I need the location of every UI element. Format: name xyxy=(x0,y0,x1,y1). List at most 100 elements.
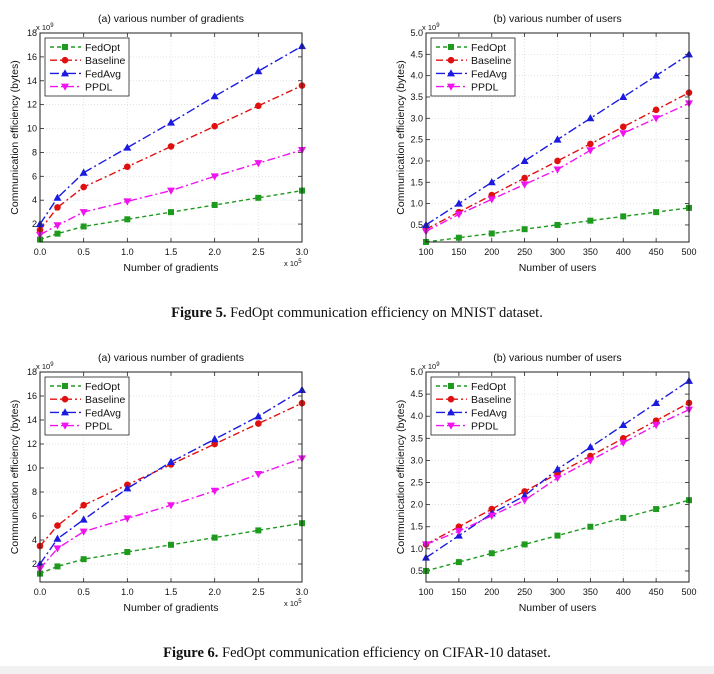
chart-1: 0.0 0.5 1.0 1.5 2.0 2.5 3.0 2 4 6 8 10 12 14 16 18 (a) v… xyxy=(9,13,308,274)
y-exponent-base: x 10 xyxy=(36,362,50,371)
data-point-fedavg xyxy=(123,143,132,151)
legend-label-ppdl: PPDL xyxy=(85,421,113,433)
data-point-fedavg xyxy=(123,484,132,492)
data-point-ppdl xyxy=(167,502,175,510)
legend-label-fedavg: FedAvg xyxy=(85,407,121,419)
data-point-fedavg xyxy=(586,442,595,451)
data-point-fedavg xyxy=(254,67,263,75)
data-point-baseline xyxy=(255,102,262,110)
y-exponent-power: 9 xyxy=(50,23,54,29)
x-tick-label: 0.0 xyxy=(34,247,47,257)
data-point-ppdl xyxy=(210,487,219,495)
x-tick-label: 300 xyxy=(550,587,565,597)
data-point-baseline xyxy=(652,106,660,114)
data-point-fedopt xyxy=(80,223,87,230)
series-line-baseline xyxy=(39,84,303,231)
x-exponent-power: 5 xyxy=(298,259,302,265)
x-tick-label: 1.5 xyxy=(165,247,178,257)
data-point-fedavg xyxy=(652,398,661,406)
y-tick-label: 4.5 xyxy=(410,49,423,59)
series-line-fedavg xyxy=(39,389,303,565)
y-tick-label: 2 xyxy=(32,559,37,569)
y-tick-label: 2 xyxy=(32,219,37,229)
figure-5-label: Figure 5. xyxy=(171,305,227,321)
legend-marker-ppdl xyxy=(61,422,69,430)
data-point-ppdl xyxy=(553,475,562,483)
x-tick-label: 0.5 xyxy=(77,247,90,257)
data-point-fedavg xyxy=(53,193,62,201)
data-point-fedopt xyxy=(521,226,528,233)
data-point-fedopt xyxy=(455,234,462,241)
data-point-baseline xyxy=(54,204,61,211)
y-tick-label: 1.5 xyxy=(410,177,423,187)
legend-label-baseline: Baseline xyxy=(471,394,511,406)
x-tick-label: 400 xyxy=(616,247,631,257)
data-point-baseline xyxy=(255,420,262,427)
data-point-fedavg xyxy=(167,118,175,126)
data-point-fedavg xyxy=(487,178,496,186)
data-point-ppdl xyxy=(487,196,496,204)
data-point-fedavg xyxy=(210,435,219,443)
x-axis-label: Number of users xyxy=(519,602,597,614)
legend-label-fedopt: FedOpt xyxy=(85,381,120,393)
x-tick-label: 250 xyxy=(517,247,532,257)
series-line-fedavg xyxy=(39,45,303,225)
x-tick-label: 0.5 xyxy=(77,587,90,597)
data-point-baseline xyxy=(521,174,528,182)
series-line-ppdl xyxy=(39,457,303,570)
chart-title: (b) various number of users xyxy=(493,352,621,364)
x-tick-label: 100 xyxy=(418,587,433,597)
y-exponent-base: x 10 xyxy=(422,23,436,32)
data-point-fedopt xyxy=(587,217,594,224)
legend-marker-ppdl xyxy=(61,83,69,91)
data-point-ppdl xyxy=(254,471,263,479)
legend-label-ppdl: PPDL xyxy=(471,82,499,94)
data-point-ppdl xyxy=(487,512,496,520)
data-point-fedopt xyxy=(168,541,174,548)
data-point-ppdl xyxy=(586,147,595,155)
chart-2: 100 150 200 250 300 350 400 450 500 0.5 1.0 1.5 2.0 2… xyxy=(395,13,697,274)
legend-label-fedavg: FedAvg xyxy=(471,407,507,419)
legend-marker-ppdl xyxy=(447,83,455,91)
data-point-fedopt xyxy=(587,523,594,530)
series-line-ppdl xyxy=(39,149,303,236)
data-point-ppdl xyxy=(53,545,62,553)
legend-marker-ppdl xyxy=(447,422,455,430)
x-tick-label: 450 xyxy=(649,247,664,257)
legend-label-fedavg: FedAvg xyxy=(471,68,507,80)
legend-marker-fedopt xyxy=(62,383,68,389)
series-line-fedopt xyxy=(425,207,690,243)
y-tick-label: 2.5 xyxy=(410,135,423,145)
data-point-fedavg xyxy=(553,135,562,143)
data-point-fedopt xyxy=(124,549,131,555)
y-tick-label: 4.0 xyxy=(410,71,423,81)
y-exponent-power: 9 xyxy=(436,23,440,29)
data-point-ppdl xyxy=(520,181,529,189)
data-point-fedopt xyxy=(54,230,61,237)
legend-label-fedopt: FedOpt xyxy=(471,42,506,54)
x-tick-label: 1.0 xyxy=(121,587,134,597)
x-tick-label: 400 xyxy=(616,587,631,597)
data-point-ppdl xyxy=(53,222,62,230)
x-tick-label: 2.0 xyxy=(208,587,221,597)
data-point-baseline xyxy=(488,505,496,513)
x-tick-label: 1.0 xyxy=(121,247,134,257)
legend-label-ppdl: PPDL xyxy=(85,82,113,94)
data-point-ppdl xyxy=(454,211,463,219)
data-point-baseline xyxy=(619,123,627,131)
y-exponent-label: x 109 xyxy=(36,23,54,32)
legend-marker-fedopt xyxy=(448,383,454,389)
plot-frame xyxy=(39,32,303,243)
data-point-fedavg xyxy=(53,534,62,542)
data-point-ppdl xyxy=(79,209,88,217)
y-tick-label: 0.5 xyxy=(410,566,423,576)
y-axis-label: Communication efficiency (bytes) xyxy=(395,400,407,554)
data-point-fedavg xyxy=(454,199,463,207)
chart-title: (a) various number of gradients xyxy=(98,13,244,25)
series-line-fedopt xyxy=(39,522,303,575)
x-tick-label: 350 xyxy=(583,247,598,257)
legend-marker-fedopt xyxy=(62,44,68,50)
data-point-fedavg xyxy=(254,412,263,420)
